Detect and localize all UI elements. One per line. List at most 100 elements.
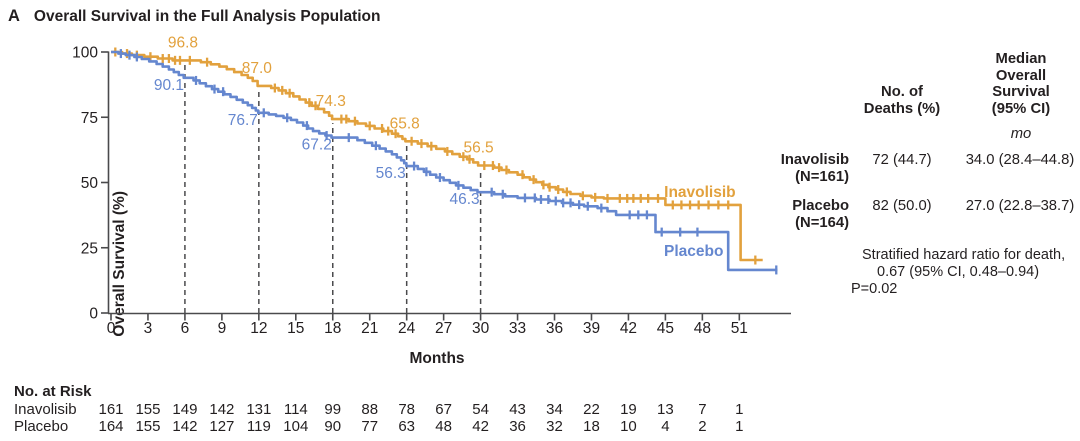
landmark-value-label: 87.0 xyxy=(242,60,273,77)
landmark-value-label: 65.8 xyxy=(390,115,420,132)
risk-count: 42 xyxy=(472,418,489,435)
risk-count: 22 xyxy=(583,401,600,418)
risk-count: 99 xyxy=(324,401,342,418)
inavolisib-series: 96.8 87.0 74.3 65.8 56.5 Inavolisib xyxy=(111,34,763,265)
risk-count: 142 xyxy=(172,418,198,435)
risk-count: 43 xyxy=(509,401,526,418)
risk-count: 88 xyxy=(361,401,379,418)
x-tick-label: 48 xyxy=(694,320,711,337)
median-value-placebo: 27.0 (22.8–38.7) xyxy=(965,198,1075,214)
risk-count: 10 xyxy=(620,418,637,435)
x-tick-label: 51 xyxy=(731,320,748,337)
landmark-value-label: 90.1 xyxy=(154,77,184,94)
risk-count: 149 xyxy=(172,401,198,418)
x-tick-label: 3 xyxy=(144,320,153,337)
risk-count: 18 xyxy=(583,418,600,435)
x-tick-label: 9 xyxy=(218,320,227,337)
risk-row-placebo: Placebo 164 155 142 127 119 104 90 77 63 48 42 36 32… xyxy=(0,418,1080,435)
x-tick-label: 45 xyxy=(657,320,674,337)
median-value-inavolisib: 34.0 (28.4–44.8) xyxy=(965,152,1075,168)
landmark-value-label: 74.3 xyxy=(316,93,346,110)
x-tick-label: 18 xyxy=(324,320,341,337)
hazard-ratio-line1: Stratified hazard ratio for death, xyxy=(862,247,1066,263)
risk-count: 7 xyxy=(698,401,707,418)
x-tick-label: 6 xyxy=(181,320,190,337)
inavolisib-curve-label: Inavolisib xyxy=(664,184,736,201)
risk-count: 161 xyxy=(98,401,124,418)
placebo-series: 90.1 76.7 67.2 56.3 46.3 Placebo xyxy=(111,49,778,275)
risk-table-heading: No. at Risk xyxy=(14,383,92,400)
risk-count: 131 xyxy=(246,401,272,418)
p-value: P=0.02 xyxy=(851,281,898,297)
deaths-column-header: No. of Deaths (%) xyxy=(863,84,941,117)
hazard-ratio-line2: 0.67 (95% CI, 0.48–0.94) xyxy=(877,264,1040,280)
y-tick-label: 75 xyxy=(81,110,98,127)
risk-count: 78 xyxy=(398,401,416,418)
risk-row-label: Inavolisib xyxy=(14,401,77,418)
y-tick-label: 0 xyxy=(89,306,98,323)
risk-count: 67 xyxy=(435,401,452,418)
risk-count: 119 xyxy=(246,418,271,435)
x-tick-label: 36 xyxy=(546,320,563,337)
risk-count: 19 xyxy=(620,401,637,418)
inavolisib-curve xyxy=(111,50,763,262)
y-tick-label: 25 xyxy=(81,240,98,257)
risk-count: 142 xyxy=(209,401,235,418)
x-tick-label: 30 xyxy=(472,320,490,337)
risk-count: 32 xyxy=(546,418,563,435)
y-tick-label: 100 xyxy=(72,45,98,62)
risk-count: 63 xyxy=(398,418,416,435)
risk-row-label: Placebo xyxy=(14,418,69,435)
risk-count: 34 xyxy=(546,401,563,418)
placebo-curve xyxy=(111,50,778,272)
landmark-value-label: 46.3 xyxy=(450,191,480,208)
x-tick-label: 33 xyxy=(509,320,526,337)
placebo-curve-label: Placebo xyxy=(664,243,723,260)
x-tick-label: 0 xyxy=(107,320,116,337)
x-tick-label: 42 xyxy=(620,320,637,337)
risk-count: 48 xyxy=(435,418,452,435)
risk-count: 114 xyxy=(283,401,308,418)
risk-count: 4 xyxy=(661,418,670,435)
risk-count: 127 xyxy=(209,418,235,435)
risk-count: 36 xyxy=(509,418,526,435)
x-tick-label: 12 xyxy=(250,320,267,337)
risk-count: 1 xyxy=(735,401,744,418)
y-tick-label: 50 xyxy=(81,175,99,192)
risk-count: 1 xyxy=(735,418,744,435)
risk-count: 54 xyxy=(472,401,489,418)
risk-count: 2 xyxy=(698,418,707,435)
landmark-value-label: 76.7 xyxy=(228,112,258,129)
risk-row-inavolisib: Inavolisib 161 155 149 142 131 114 99 88 78 67 54 4… xyxy=(0,401,1080,418)
x-tick-label: 24 xyxy=(398,320,416,337)
median-unit-label: mo xyxy=(1010,126,1032,142)
x-axis-label: Months xyxy=(409,350,465,367)
risk-count: 155 xyxy=(135,401,161,418)
risk-count: 90 xyxy=(324,418,342,435)
deaths-value-inavolisib: 72 (44.7) xyxy=(872,152,932,168)
median-column-header: Median Overall Survival (95% CI) xyxy=(991,51,1051,117)
x-tick-label: 27 xyxy=(435,320,452,337)
landmark-value-label: 56.3 xyxy=(376,165,406,182)
stats-row-label-placebo: Placebo (N=164) xyxy=(792,198,849,231)
deaths-value-placebo: 82 (50.0) xyxy=(872,198,932,214)
hazard-ratio-note: Stratified hazard ratio for death, 0.67 … xyxy=(851,247,1080,298)
stats-row-label-inavolisib: Inavolisib (N=161) xyxy=(780,152,849,185)
figure-title: A Overall Survival in the Full Analysis … xyxy=(8,7,380,26)
figure-title-text: Overall Survival in the Full Analysis Po… xyxy=(33,8,381,25)
risk-count: 104 xyxy=(283,418,309,435)
landmark-value-label: 96.8 xyxy=(168,34,198,51)
risk-count: 13 xyxy=(657,401,674,418)
panel-letter: A xyxy=(8,7,20,25)
x-tick-label: 21 xyxy=(361,320,378,337)
risk-count: 164 xyxy=(98,418,124,435)
landmark-value-label: 56.5 xyxy=(464,140,494,157)
landmark-value-label: 67.2 xyxy=(302,137,332,154)
risk-count: 77 xyxy=(361,418,379,435)
x-tick-label: 15 xyxy=(287,320,304,337)
x-tick-label: 39 xyxy=(583,320,600,337)
risk-count: 155 xyxy=(135,418,161,435)
